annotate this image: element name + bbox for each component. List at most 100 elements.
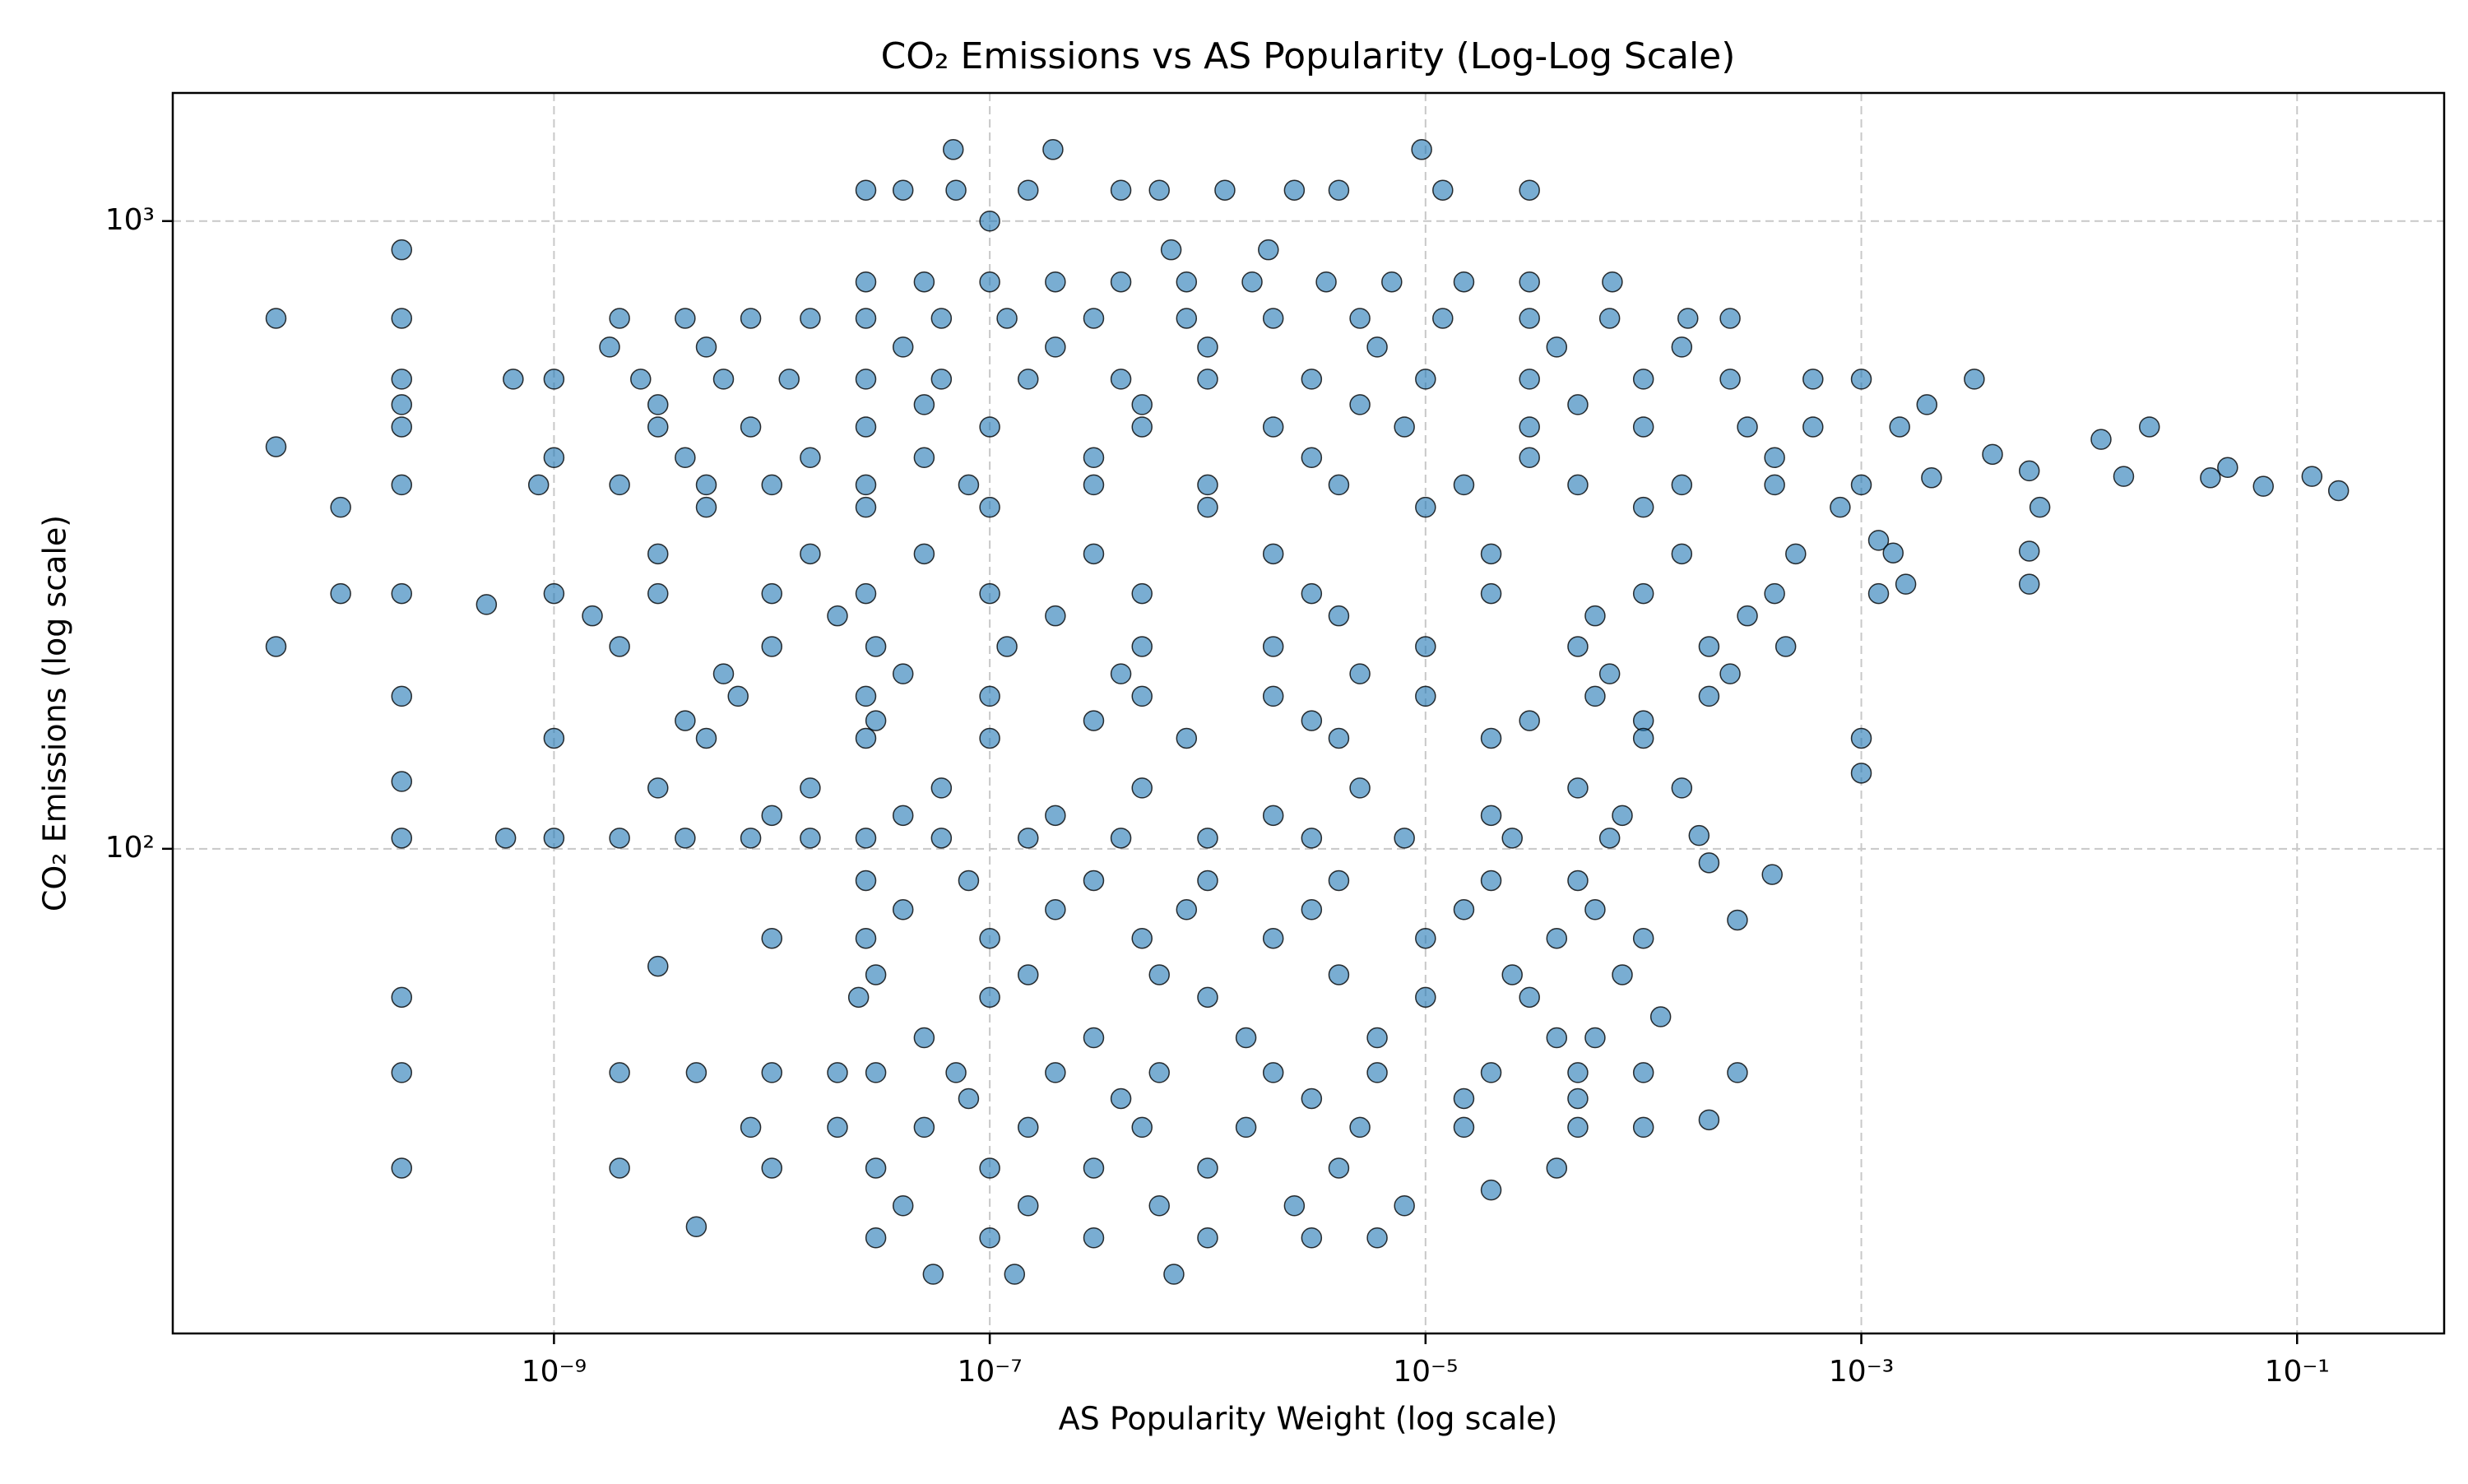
point [265, 436, 287, 457]
point [1867, 530, 1890, 551]
point [1349, 394, 1371, 415]
point [865, 636, 887, 657]
point [1415, 369, 1436, 390]
point [1110, 663, 1132, 684]
point [1567, 474, 1589, 496]
point [1519, 308, 1540, 329]
point [1176, 271, 1198, 293]
point [1802, 369, 1824, 390]
point [1315, 271, 1337, 293]
point [543, 582, 565, 605]
point [1598, 308, 1621, 329]
point [1349, 663, 1371, 684]
point [913, 394, 935, 415]
point [1328, 1157, 1350, 1179]
points [265, 139, 2350, 1285]
point [1850, 763, 1872, 784]
point [391, 394, 413, 415]
point [1546, 1157, 1568, 1179]
point [1453, 899, 1475, 921]
point [930, 308, 953, 329]
point [391, 239, 413, 261]
point [892, 899, 914, 921]
point [1083, 1227, 1105, 1249]
point [1632, 582, 1654, 605]
point [761, 636, 782, 657]
point [979, 271, 1000, 293]
point [1567, 394, 1589, 415]
axes: 10⁻⁹ 10⁻⁷ 10⁻⁵ 10⁻³ 10⁻¹ 10² 10³ [105, 203, 2330, 1389]
point [1083, 710, 1105, 731]
point [1262, 805, 1284, 827]
point [1916, 394, 1938, 415]
point [1584, 685, 1606, 707]
point [1480, 805, 1502, 827]
point [1480, 543, 1502, 565]
point [1584, 899, 1606, 921]
point [1197, 369, 1218, 390]
point [2200, 467, 2221, 489]
point [1004, 1264, 1026, 1285]
point [1785, 543, 1807, 565]
point [913, 271, 935, 293]
point [647, 416, 669, 438]
point [1632, 496, 1654, 518]
point [1083, 543, 1105, 565]
point [979, 1227, 1000, 1249]
point [1546, 927, 1568, 949]
point [855, 727, 877, 749]
point [1480, 1179, 1502, 1201]
point [2252, 475, 2274, 497]
point [1042, 139, 1064, 160]
point [1301, 710, 1323, 731]
point [1567, 1087, 1589, 1110]
point [800, 777, 821, 799]
point [1649, 1006, 1672, 1027]
point [1083, 1157, 1105, 1179]
point [1719, 308, 1741, 329]
point [1148, 179, 1170, 201]
point [1131, 1116, 1153, 1139]
point [1262, 416, 1284, 438]
point [1197, 870, 1218, 892]
point [1761, 864, 1783, 885]
point [503, 369, 524, 390]
point [1262, 927, 1284, 949]
point [1017, 964, 1039, 985]
point [1131, 636, 1153, 657]
point [1148, 964, 1170, 985]
point [1241, 271, 1263, 293]
point [892, 805, 914, 827]
point [1283, 179, 1306, 201]
point [1176, 899, 1198, 921]
point [1083, 1027, 1105, 1049]
point [1453, 1087, 1475, 1110]
point [1632, 1062, 1654, 1083]
x-tick-label: 10⁻⁹ [522, 1355, 587, 1389]
point [1163, 1264, 1185, 1285]
point [1982, 443, 2003, 466]
point [695, 496, 717, 518]
point [1698, 636, 1720, 657]
point [979, 986, 1000, 1009]
point [1045, 336, 1066, 358]
point [1110, 1087, 1132, 1110]
point [2029, 496, 2051, 518]
point [675, 447, 696, 468]
point [2090, 429, 2112, 450]
point [1584, 605, 1606, 627]
point [1584, 1027, 1606, 1049]
point [855, 870, 877, 892]
point [1214, 179, 1236, 201]
point [647, 582, 669, 605]
point [1262, 308, 1284, 329]
point [1366, 1227, 1388, 1249]
point [855, 828, 877, 849]
x-tick-label: 10⁻⁵ [1393, 1355, 1458, 1389]
point [712, 369, 735, 390]
point [1671, 336, 1693, 358]
point [1737, 416, 1758, 438]
point [330, 582, 351, 605]
point [1632, 727, 1654, 749]
point [761, 927, 782, 949]
